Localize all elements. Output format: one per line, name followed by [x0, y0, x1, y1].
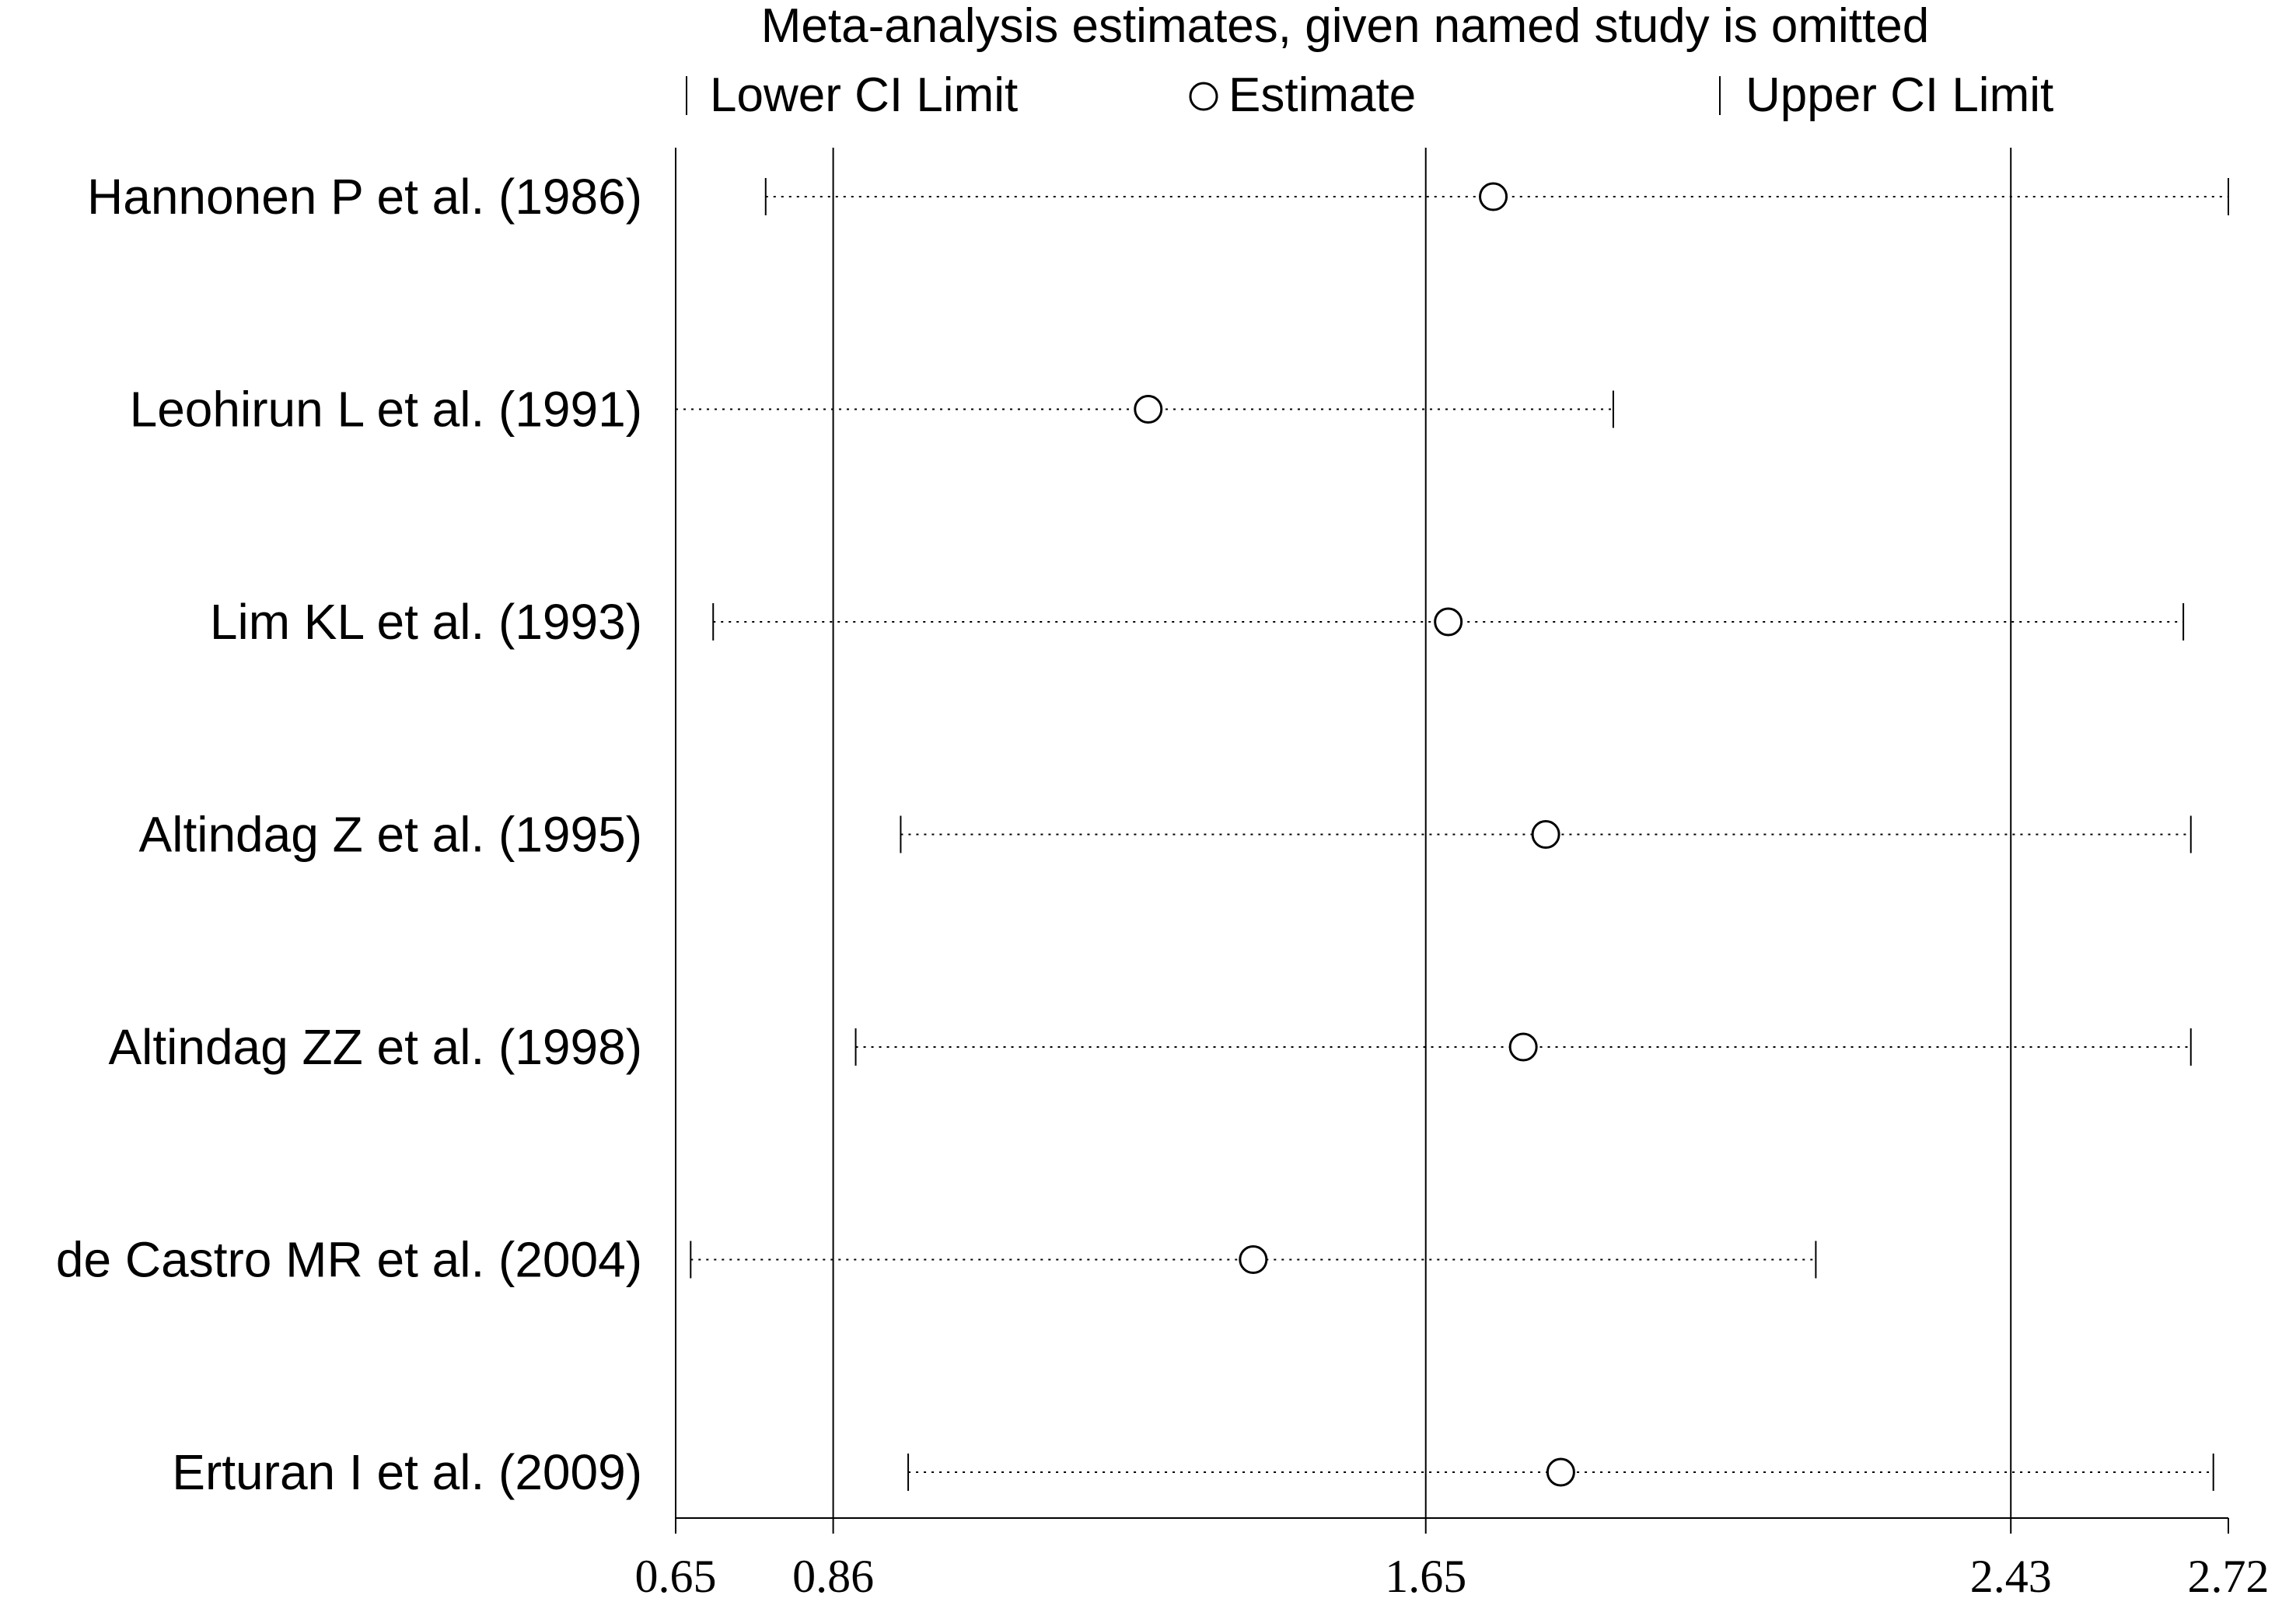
study-row: de Castro MR et al. (2004) — [56, 1232, 1817, 1288]
x-tick-label-3: 2.43 — [1970, 1551, 2052, 1602]
study-rows: Hannonen P et al. (1986) Leohirun L et al… — [56, 169, 2229, 1500]
legend: Lower CI Limit Estimate Upper CI Limit — [686, 68, 2053, 122]
chart-title: Meta-analysis estimates, given named stu… — [761, 0, 1929, 53]
study-row: Hannonen P et al. (1986) — [87, 169, 2229, 225]
legend-upper-label: Upper CI Limit — [1746, 68, 2053, 122]
estimate-point — [1531, 820, 1560, 849]
study-row: Leohirun L et al. (1991) — [130, 382, 1614, 438]
estimate-point — [1479, 182, 1508, 211]
study-label: Altindag ZZ et al. (1998) — [108, 1019, 642, 1075]
x-tick-label-1: 0.86 — [792, 1551, 874, 1602]
estimate-point — [1546, 1457, 1575, 1487]
estimate-point — [1508, 1032, 1538, 1062]
legend-estimate-marker — [1189, 82, 1218, 111]
study-row: Erturan I et al. (2009) — [172, 1444, 2214, 1500]
study-label: de Castro MR et al. (2004) — [56, 1232, 642, 1288]
study-row: Lim KL et al. (1993) — [210, 594, 2185, 650]
estimate-point — [1434, 607, 1463, 637]
legend-lower-label: Lower CI Limit — [710, 68, 1018, 122]
study-label: Hannonen P et al. (1986) — [87, 169, 642, 225]
study-label: Altindag Z et al. (1995) — [139, 807, 642, 863]
x-tick-label-4: 2.72 — [2188, 1551, 2270, 1602]
x-axis: 0.65 0.86 1.65 2.43 2.72 — [635, 1517, 2270, 1602]
study-label: Leohirun L et al. (1991) — [130, 382, 642, 438]
study-label: Lim KL et al. (1993) — [210, 594, 642, 650]
estimate-point — [1239, 1245, 1268, 1274]
reference-lines — [675, 148, 2012, 1518]
study-row: Altindag ZZ et al. (1998) — [108, 1019, 2192, 1075]
x-tick-label-2: 1.65 — [1385, 1551, 1466, 1602]
x-tick-label-0: 0.65 — [635, 1551, 717, 1602]
study-label: Erturan I et al. (2009) — [172, 1444, 642, 1500]
legend-estimate-label: Estimate — [1228, 68, 1416, 122]
estimate-point — [1134, 395, 1163, 424]
study-row: Altindag Z et al. (1995) — [139, 807, 2192, 863]
